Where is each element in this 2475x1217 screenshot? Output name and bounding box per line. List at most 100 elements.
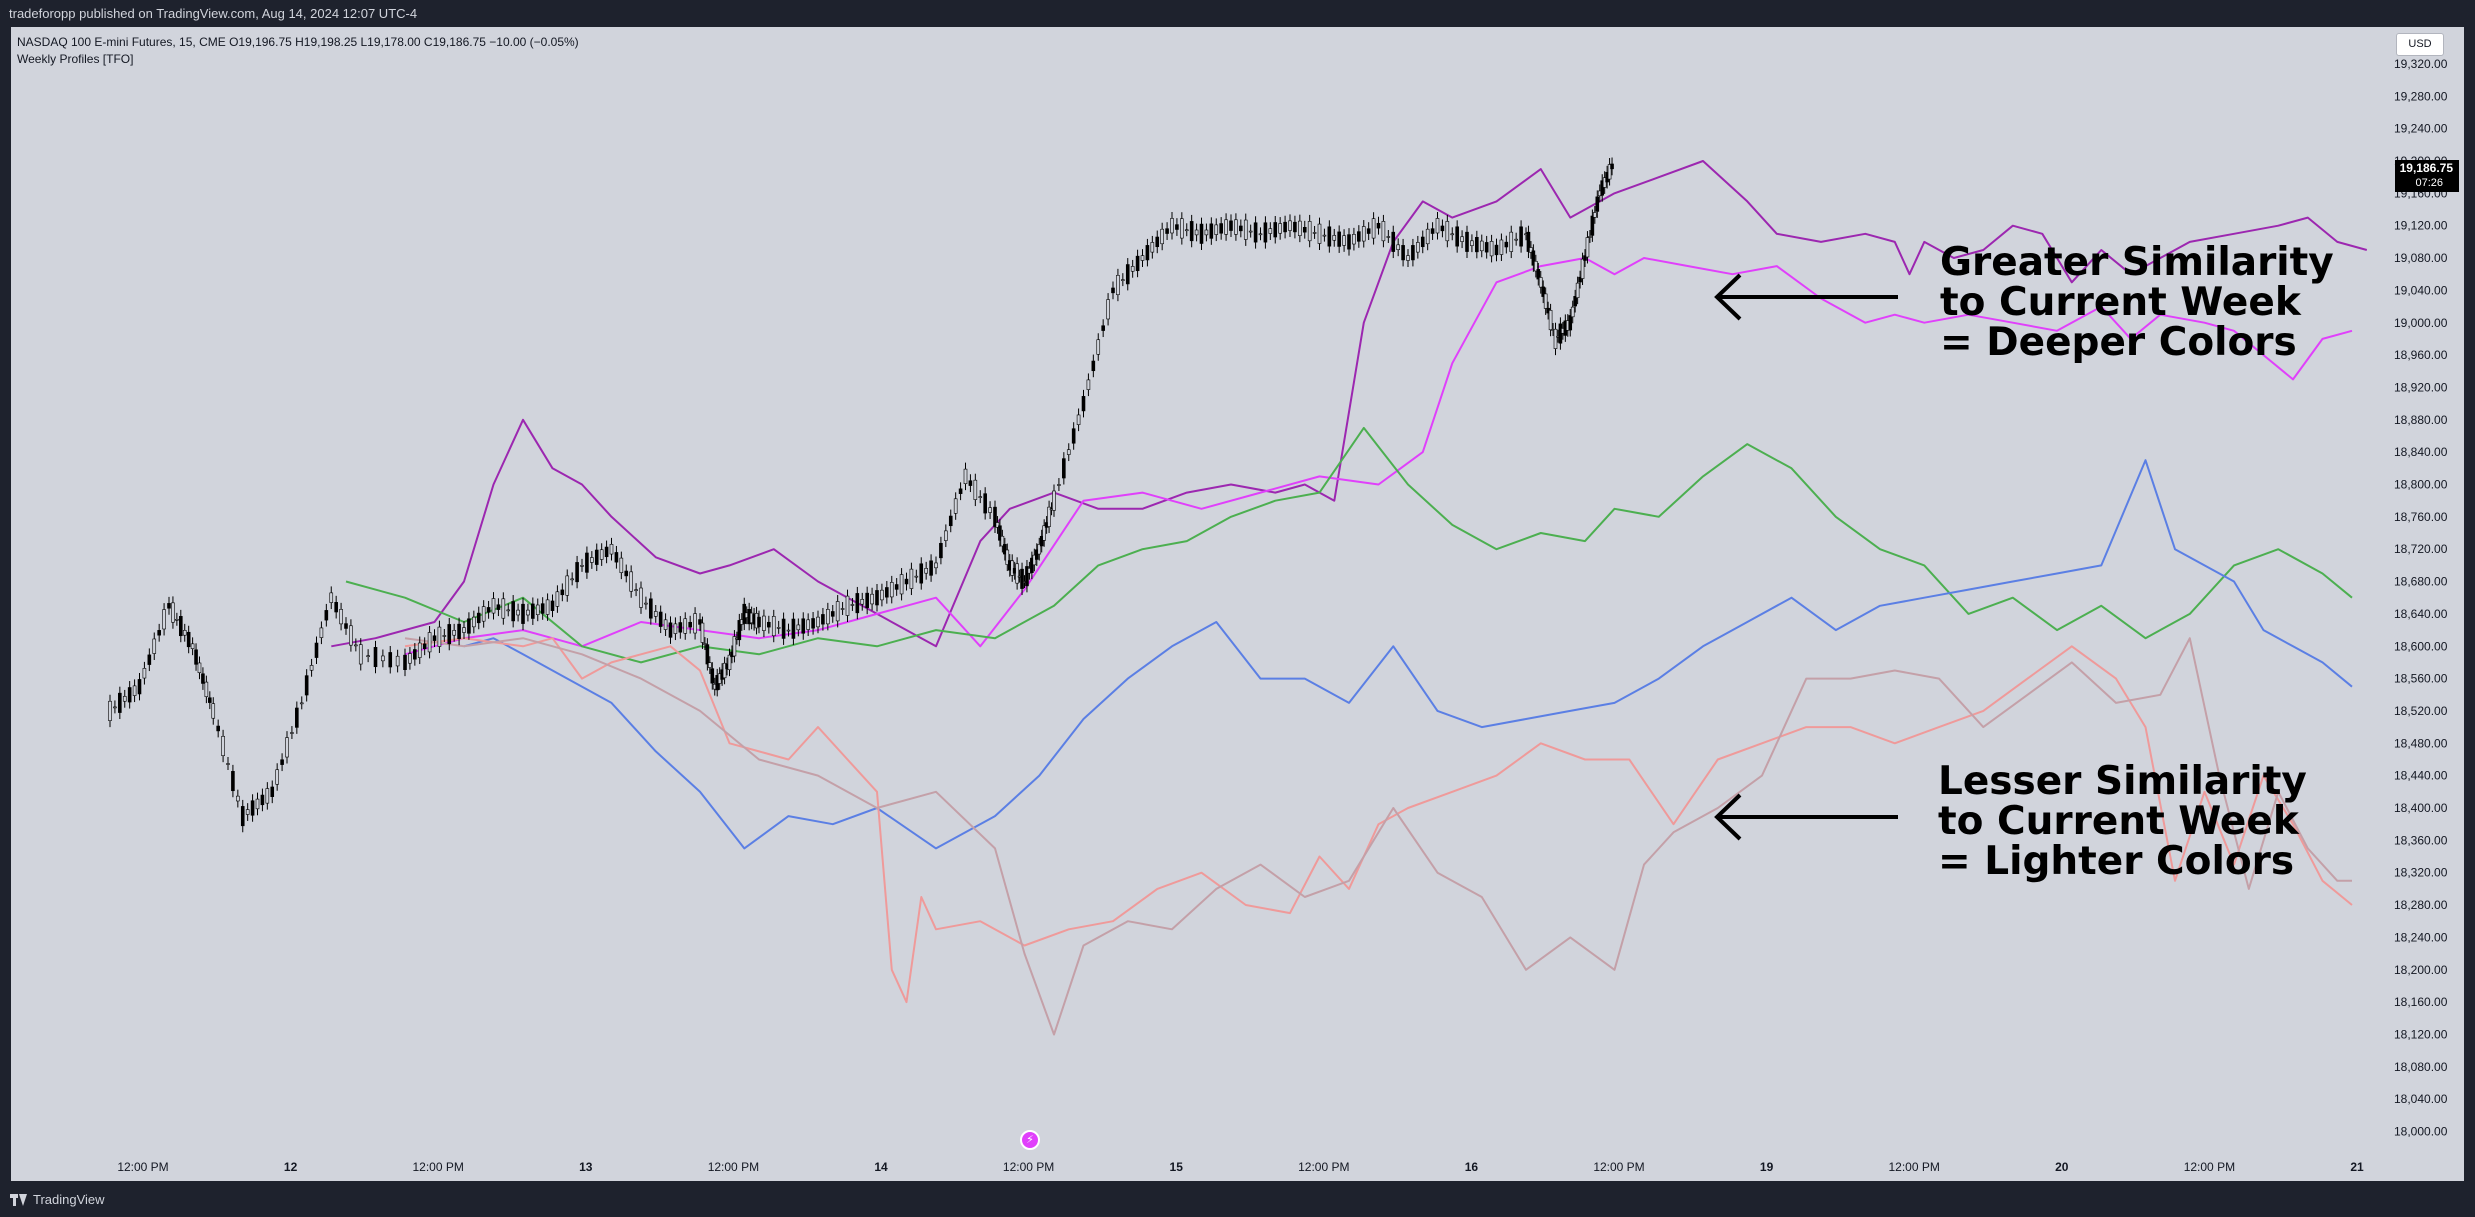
tradingview-brand[interactable]: TradingView [10,1192,105,1207]
candle-body [1243,219,1248,240]
price-tick-label: 19,080.00 [2394,251,2448,265]
candle-body [1293,221,1297,233]
candle-body [309,665,314,671]
candle-body [1229,220,1233,231]
bar-countdown-label: 07:26 [2415,177,2443,189]
candle-body [1239,225,1243,232]
candle-body [909,568,914,589]
candlestick-series [108,157,1614,833]
candle-body [1347,234,1351,250]
candle-body [388,652,393,668]
symbol-legend[interactable]: NASDAQ 100 E-mini Futures, 15, CME O19,1… [17,35,579,49]
price-tick-label: 18,200.00 [2394,963,2448,977]
price-tick-label: 18,520.00 [2394,704,2448,718]
candle-body [1150,242,1155,253]
candle-body [157,630,161,636]
candle-body [929,560,933,576]
lesser-similarity-annotation: Lesser Similarity to Current Week = Ligh… [1938,762,2307,882]
candle-body [1538,277,1543,288]
candle-body [179,616,183,637]
candle-body [1600,180,1605,196]
candle-body [1534,260,1538,272]
price-axis[interactable]: 18,000.00 18,040.00 18,080.00 18,120.00 18,1… [2394,57,2448,1139]
candle-body [649,598,653,619]
candle-body [132,685,137,696]
candle-body [1194,229,1199,236]
candle-body [1440,225,1445,232]
candle-body [1445,221,1450,242]
candle-body [1199,223,1204,244]
time-tick-label: 12:00 PM [1298,1160,1349,1174]
candle-body [319,627,324,638]
candle-body [1573,296,1577,307]
candle-body [1337,231,1341,247]
candle-body [1317,223,1322,244]
time-tick-label: 19 [1760,1160,1774,1174]
candle-body [875,590,879,606]
candle-body [521,603,525,624]
candle-body [658,611,663,627]
candle-body [1548,310,1553,331]
candle-body [624,570,629,577]
candle-body [865,592,869,608]
candle-body [511,601,515,622]
candle-body [703,643,707,645]
indicator-legend[interactable]: Weekly Profiles [TFO] [17,52,134,66]
candle-body [899,574,904,595]
candle-body [516,609,520,616]
candle-body [417,642,422,658]
time-tick-label: 13 [579,1160,593,1174]
price-tick-label: 18,080.00 [2394,1060,2448,1074]
candle-body [963,468,968,484]
candle-body [216,725,220,732]
candle-body [447,624,452,645]
candle-body [275,769,279,785]
candle-body [678,622,683,633]
candle-body [978,496,983,498]
candle-body [781,618,786,639]
candle-body [432,635,437,641]
time-tick-label: 12:00 PM [1003,1160,1054,1174]
candle-body [1578,276,1582,283]
candle-body [422,643,427,649]
candle-body [1602,177,1607,188]
candle-body [260,794,265,806]
candle-body [1101,325,1105,331]
candle-body [1015,563,1019,584]
lightning-icon[interactable]: ⚡ [1020,1130,1040,1150]
time-axis[interactable]: 12:00 PM 12 12:00 PM 13 12:00 PM 14 12:00 PM 15… [117,1160,2364,1174]
candle-body [1121,279,1125,281]
price-tick-label: 18,400.00 [2394,801,2448,815]
candle-body [1610,163,1614,170]
candle-body [698,619,702,625]
candle-body [1386,236,1391,238]
candle-body [644,602,648,605]
candle-body [403,654,407,671]
candle-body [1189,221,1194,242]
candle-body [1140,255,1145,261]
currency-button[interactable]: USD [2396,33,2444,56]
price-tick-label: 18,120.00 [2394,1027,2448,1041]
candle-body [811,618,815,629]
candle-body [1455,226,1459,247]
price-tick-label: 19,120.00 [2394,219,2448,233]
candle-body [1160,228,1164,245]
candle-body [413,649,417,660]
candle-body [1302,227,1307,233]
candle-body [197,662,202,673]
candle-body [295,707,299,728]
candle-body [1595,196,1600,212]
candle-body [137,679,142,695]
candle-body [1288,220,1292,231]
candle-body [1204,229,1209,236]
candle-body [476,612,481,624]
time-tick-label: 14 [874,1160,888,1174]
profile-series-line [331,160,2368,648]
candle-body [732,636,737,657]
candle-body [545,599,550,615]
candle-body [894,584,899,590]
candle-body [1155,236,1160,248]
candle-body [221,735,225,757]
candle-body [1531,250,1536,266]
